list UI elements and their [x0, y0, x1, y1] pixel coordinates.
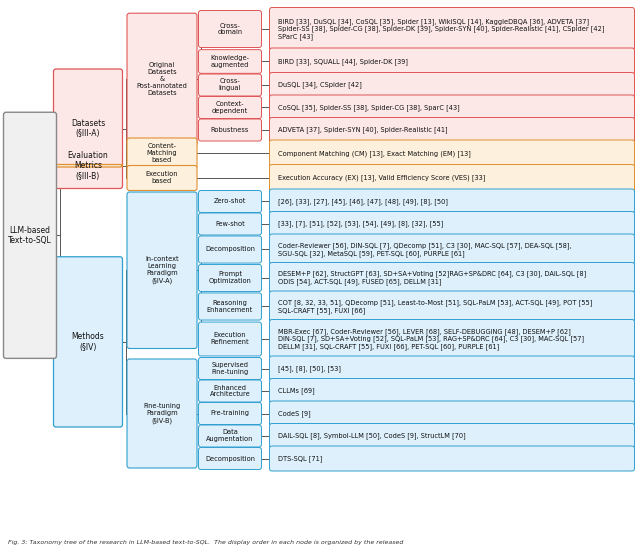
FancyBboxPatch shape	[198, 322, 262, 356]
FancyBboxPatch shape	[198, 119, 262, 141]
Text: Decomposition: Decomposition	[205, 456, 255, 462]
Text: Component Matching (CM) [13], Exact Matching (EM) [13]: Component Matching (CM) [13], Exact Matc…	[278, 150, 471, 157]
Text: Data
Augmentation: Data Augmentation	[206, 430, 253, 442]
FancyBboxPatch shape	[127, 359, 197, 468]
FancyBboxPatch shape	[269, 356, 634, 381]
FancyBboxPatch shape	[198, 425, 262, 447]
FancyBboxPatch shape	[269, 379, 634, 403]
FancyBboxPatch shape	[269, 446, 634, 471]
FancyBboxPatch shape	[269, 263, 634, 294]
Text: CLLMs [69]: CLLMs [69]	[278, 387, 315, 395]
FancyBboxPatch shape	[198, 74, 262, 96]
Text: MBR-Exec [67], Coder-Reviewer [56], LEVER [68], SELF-DEBUGGING [48], DESEM+P [62: MBR-Exec [67], Coder-Reviewer [56], LEVE…	[278, 328, 584, 350]
FancyBboxPatch shape	[269, 118, 634, 143]
Text: Cross-
domain: Cross- domain	[218, 23, 243, 36]
FancyBboxPatch shape	[269, 48, 634, 75]
FancyBboxPatch shape	[198, 357, 262, 380]
FancyBboxPatch shape	[269, 73, 634, 98]
Text: BIRD [33], SQUALL [44], Spider-DK [39]: BIRD [33], SQUALL [44], Spider-DK [39]	[278, 58, 408, 65]
FancyBboxPatch shape	[198, 11, 262, 48]
FancyBboxPatch shape	[269, 211, 634, 236]
Text: [45], [8], [50], [53]: [45], [8], [50], [53]	[278, 365, 341, 372]
FancyBboxPatch shape	[269, 164, 634, 191]
Text: Context-
dependent: Context- dependent	[212, 101, 248, 114]
FancyBboxPatch shape	[269, 401, 634, 426]
FancyBboxPatch shape	[198, 213, 262, 235]
Text: Supervised
Fine-tuning: Supervised Fine-tuning	[211, 362, 248, 375]
Text: Execution Accuracy (EX) [13], Valid Efficiency Score (VES) [33]: Execution Accuracy (EX) [13], Valid Effi…	[278, 175, 485, 181]
Text: Datasets
(§III-A): Datasets (§III-A)	[71, 119, 105, 138]
FancyBboxPatch shape	[127, 192, 197, 349]
FancyBboxPatch shape	[269, 291, 634, 322]
FancyBboxPatch shape	[198, 49, 262, 73]
Text: Methods
(§IV): Methods (§IV)	[72, 332, 104, 351]
FancyBboxPatch shape	[54, 69, 122, 189]
Text: [33], [7], [51], [52], [53], [54], [49], [8], [32], [55]: [33], [7], [51], [52], [53], [54], [49],…	[278, 221, 444, 228]
Text: In-context
Learning
Paradigm
(§IV-A): In-context Learning Paradigm (§IV-A)	[145, 256, 179, 284]
FancyBboxPatch shape	[198, 236, 262, 263]
Text: CodeS [9]: CodeS [9]	[278, 410, 311, 417]
FancyBboxPatch shape	[198, 380, 262, 402]
FancyBboxPatch shape	[269, 234, 634, 265]
Text: DuSQL [34], CSpider [42]: DuSQL [34], CSpider [42]	[278, 82, 362, 88]
Text: Pre-training: Pre-training	[211, 411, 250, 416]
Text: Prompt
Optimization: Prompt Optimization	[209, 271, 252, 285]
Text: Decomposition: Decomposition	[205, 246, 255, 253]
FancyBboxPatch shape	[54, 257, 122, 427]
Text: ADVETA [37], Spider-SYN [40], Spider-Realistic [41]: ADVETA [37], Spider-SYN [40], Spider-Rea…	[278, 127, 447, 133]
Text: LLM-based
Text-to-SQL: LLM-based Text-to-SQL	[8, 226, 52, 245]
FancyBboxPatch shape	[127, 138, 197, 169]
FancyBboxPatch shape	[127, 165, 197, 190]
FancyBboxPatch shape	[269, 140, 634, 167]
Text: Coder-Reviewer [56], DIN-SQL [7], QDecomp [51], C3 [30], MAC-SQL [57], DEA-SQL [: Coder-Reviewer [56], DIN-SQL [7], QDecom…	[278, 242, 572, 257]
FancyBboxPatch shape	[198, 402, 262, 425]
FancyBboxPatch shape	[3, 112, 56, 359]
Text: Fine-tuning
Paradigm
(§IV-B): Fine-tuning Paradigm (§IV-B)	[143, 403, 180, 424]
Text: Robustness: Robustness	[211, 127, 249, 133]
FancyBboxPatch shape	[269, 95, 634, 120]
FancyBboxPatch shape	[198, 264, 262, 291]
FancyBboxPatch shape	[198, 293, 262, 320]
Text: Knowledge-
augmented: Knowledge- augmented	[211, 55, 250, 68]
Text: CoSQL [35], Spider-SS [38], Spider-CG [38], SparC [43]: CoSQL [35], Spider-SS [38], Spider-CG [3…	[278, 104, 460, 111]
FancyBboxPatch shape	[269, 423, 634, 448]
Text: BIRD [33], DuSQL [34], CoSQL [35], Spider [13], WikiSQL [14], KaggleDBQA [36], A: BIRD [33], DuSQL [34], CoSQL [35], Spide…	[278, 18, 605, 40]
Text: DTS-SQL [71]: DTS-SQL [71]	[278, 455, 323, 462]
Text: Reasoning
Enhancement: Reasoning Enhancement	[207, 300, 253, 313]
FancyBboxPatch shape	[269, 189, 634, 214]
Text: Fig. 3: Taxonomy tree of the research in LLM-based text-to-SQL.  The display ord: Fig. 3: Taxonomy tree of the research in…	[8, 540, 403, 545]
Text: Few-shot: Few-shot	[215, 221, 245, 227]
FancyBboxPatch shape	[269, 8, 634, 51]
Text: DESEM+P [62], StructGPT [63], SD+SA+Voting [52]RAG+SP&DRC [64], C3 [30], DAIL-SQ: DESEM+P [62], StructGPT [63], SD+SA+Voti…	[278, 271, 586, 285]
Text: Zero-shot: Zero-shot	[214, 199, 246, 204]
Text: Enhanced
Architecture: Enhanced Architecture	[210, 385, 250, 397]
Text: DAIL-SQL [8], Symbol-LLM [50], CodeS [9], StructLM [70]: DAIL-SQL [8], Symbol-LLM [50], CodeS [9]…	[278, 433, 466, 440]
Text: Original
Datasets
&
Post-annotated
Datasets: Original Datasets & Post-annotated Datas…	[136, 63, 188, 97]
Text: Evaluation
Metrics
(§III-B): Evaluation Metrics (§III-B)	[68, 151, 108, 180]
FancyBboxPatch shape	[198, 190, 262, 213]
Text: Execution
based: Execution based	[146, 171, 179, 184]
FancyBboxPatch shape	[127, 13, 197, 146]
Text: Execution
Refinement: Execution Refinement	[211, 332, 250, 346]
Text: [26], [33], [27], [45], [46], [47], [48], [49], [8], [50]: [26], [33], [27], [45], [46], [47], [48]…	[278, 198, 448, 205]
Text: Content-
Matching
based: Content- Matching based	[147, 144, 177, 164]
FancyBboxPatch shape	[54, 164, 122, 167]
FancyBboxPatch shape	[198, 97, 262, 119]
FancyBboxPatch shape	[198, 447, 262, 470]
Text: Cross-
lingual: Cross- lingual	[219, 78, 241, 92]
Text: COT [8, 32, 33, 51], QDecomp [51], Least-to-Most [51], SQL-PaLM [53], ACT-SQL [4: COT [8, 32, 33, 51], QDecomp [51], Least…	[278, 299, 593, 314]
FancyBboxPatch shape	[269, 320, 634, 359]
